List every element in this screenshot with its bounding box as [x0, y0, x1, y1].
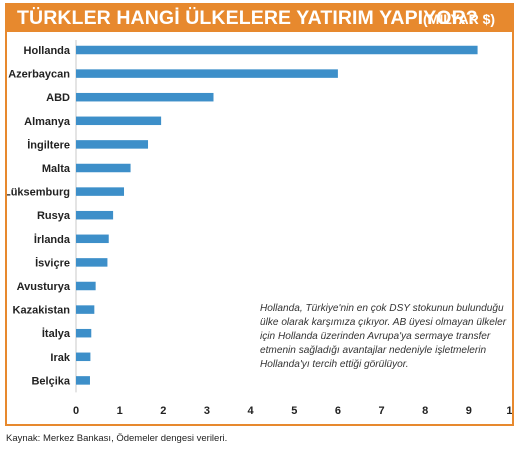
category-label: Azerbaycan	[8, 69, 70, 81]
x-tick-label: 8	[422, 405, 428, 417]
category-label: Rusya	[37, 210, 71, 222]
bar	[76, 352, 91, 362]
category-label: İrlanda	[34, 233, 71, 246]
x-tick-label: 1	[117, 405, 123, 417]
category-label: Hollanda	[24, 45, 71, 57]
bar	[76, 187, 125, 196]
category-label: Avusturya	[17, 281, 71, 293]
category-label: İsviçre	[35, 256, 70, 269]
title-bar: TÜRKLER HANGİ ÜLKELERE YATIRIM YAPIYOR? …	[7, 5, 512, 32]
category-label: Belçika	[31, 375, 70, 387]
source-note: Kaynak: Merkez Bankası, Ödemeler dengesi…	[6, 433, 228, 444]
x-tick-label: 7	[378, 405, 384, 417]
category-label: Irak	[50, 352, 70, 364]
bar	[76, 234, 109, 244]
chart-note: Hollanda, Türkiye'nin en çok DSY stokunu…	[260, 303, 507, 370]
chart-frame: TÜRKLER HANGİ ÜLKELERE YATIRIM YAPIYOR? …	[5, 3, 514, 426]
bar	[76, 116, 162, 126]
x-tick-label: 2	[160, 405, 166, 417]
bar-chart: Hollanda Azerbaycan ABD Almanya İngiltere Mal…	[7, 40, 512, 417]
x-tick-label: 9	[466, 405, 472, 417]
x-tick-label: 0	[73, 405, 79, 417]
bar	[76, 305, 95, 314]
bar	[76, 210, 114, 220]
bar	[76, 258, 108, 267]
x-tick-label: 6	[335, 405, 341, 417]
category-label: İngiltere	[27, 138, 70, 151]
category-label: Malta	[42, 163, 71, 175]
bar	[76, 328, 92, 338]
x-tick-label: 10	[506, 405, 512, 417]
x-tick-label: 5	[291, 405, 297, 417]
category-label: ABD	[46, 92, 70, 104]
chart-title-unit: (MİLYAR $)	[423, 11, 496, 27]
bar	[76, 45, 478, 55]
bar	[76, 163, 131, 173]
chart-title: TÜRKLER HANGİ ÜLKELERE YATIRIM YAPIYOR?	[17, 7, 478, 29]
bar	[76, 140, 149, 149]
category-label: Kazakistan	[13, 305, 71, 317]
bar	[76, 69, 338, 78]
bar	[76, 92, 214, 102]
bar	[76, 376, 90, 385]
category-label: Almanya	[24, 116, 71, 128]
category-label: Lüksemburg	[7, 187, 70, 199]
category-label: İtalya	[42, 327, 71, 340]
x-tick-label: 4	[248, 405, 255, 417]
bar	[76, 281, 96, 291]
x-tick-label: 3	[204, 405, 210, 417]
